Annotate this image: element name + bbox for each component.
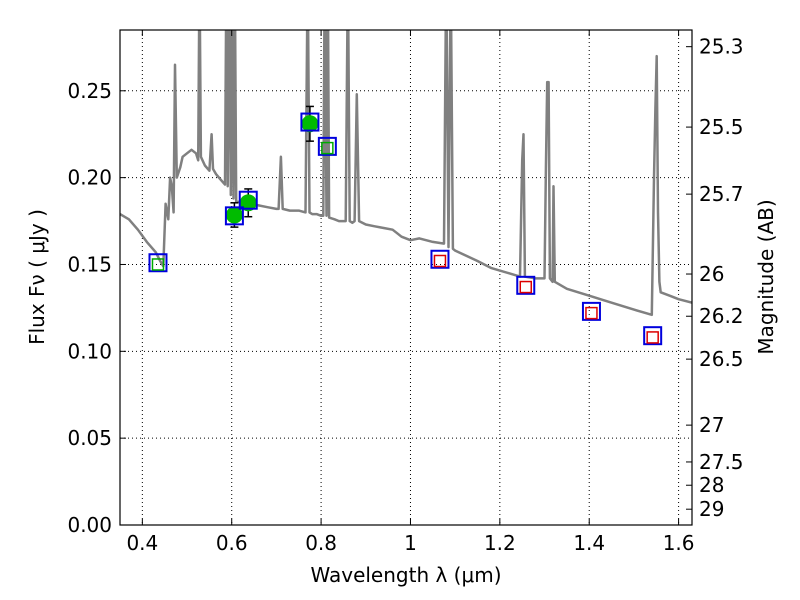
plot-frame	[119, 29, 693, 526]
model-flux-square	[224, 206, 244, 226]
y-tick-label: 0.00	[67, 513, 112, 537]
observed-point	[301, 115, 319, 133]
x-tick-label: 1.6	[663, 531, 695, 555]
model-flux-square	[300, 112, 320, 132]
model-flux-square	[516, 275, 536, 295]
y-tick-label: 0.10	[67, 339, 112, 363]
y-axis-label: Flux Fν ( μJy )	[25, 209, 49, 345]
x-tick-label: 0.8	[305, 531, 337, 555]
y-tick-label: 0.15	[67, 252, 112, 276]
x-tick-label: 0.4	[126, 531, 158, 555]
x-tick-label: 1.2	[484, 531, 516, 555]
axis-ticks: 0.4 0.6 0.8 1 1.2 1.4 1.6 0.00 0.05 0.10 0.15 0.20 0…	[67, 30, 744, 555]
right-axis-label: Magnitude (AB)	[754, 199, 778, 354]
plot-border	[119, 29, 693, 526]
mag-tick-label: 25.5	[699, 115, 744, 139]
flux-limit-marker	[585, 306, 598, 320]
photometry-markers	[148, 105, 663, 346]
model-spectrum	[120, 30, 692, 317]
mag-tick-label: 26	[699, 262, 724, 286]
spectrum-line	[120, 30, 692, 317]
filter-marker	[321, 141, 334, 155]
model-flux-square	[581, 301, 601, 321]
observed-point	[239, 194, 257, 212]
x-tick-label: 1.4	[573, 531, 605, 555]
mag-tick-label: 26.2	[699, 304, 744, 328]
x-axis-label: Wavelength λ (μm)	[310, 563, 501, 587]
flux-limit-marker	[519, 280, 533, 294]
model-flux-square	[430, 249, 450, 269]
mag-tick-label: 28	[699, 473, 724, 497]
model-flux-square	[148, 253, 168, 273]
grid	[120, 30, 692, 526]
y-tick-label: 0.25	[67, 79, 112, 103]
model-flux-square	[238, 190, 258, 210]
y-tick-label: 0.20	[67, 166, 112, 190]
observed-point	[225, 206, 243, 224]
mag-tick-label: 29	[699, 497, 724, 521]
flux-limit-marker	[433, 254, 447, 268]
model-flux-square	[643, 326, 663, 346]
mag-tick-label: 26.5	[699, 347, 744, 371]
filter-marker	[151, 258, 165, 271]
x-tick-label: 1	[404, 531, 417, 555]
mag-tick-label: 27.5	[699, 450, 744, 474]
model-flux-square	[317, 136, 337, 156]
mag-tick-label: 25.3	[699, 35, 744, 59]
mag-tick-label: 25.7	[699, 182, 744, 206]
y-tick-label: 0.05	[67, 426, 112, 450]
flux-limit-marker	[646, 331, 659, 344]
mag-tick-label: 27	[699, 413, 724, 437]
x-tick-label: 0.6	[216, 531, 248, 555]
